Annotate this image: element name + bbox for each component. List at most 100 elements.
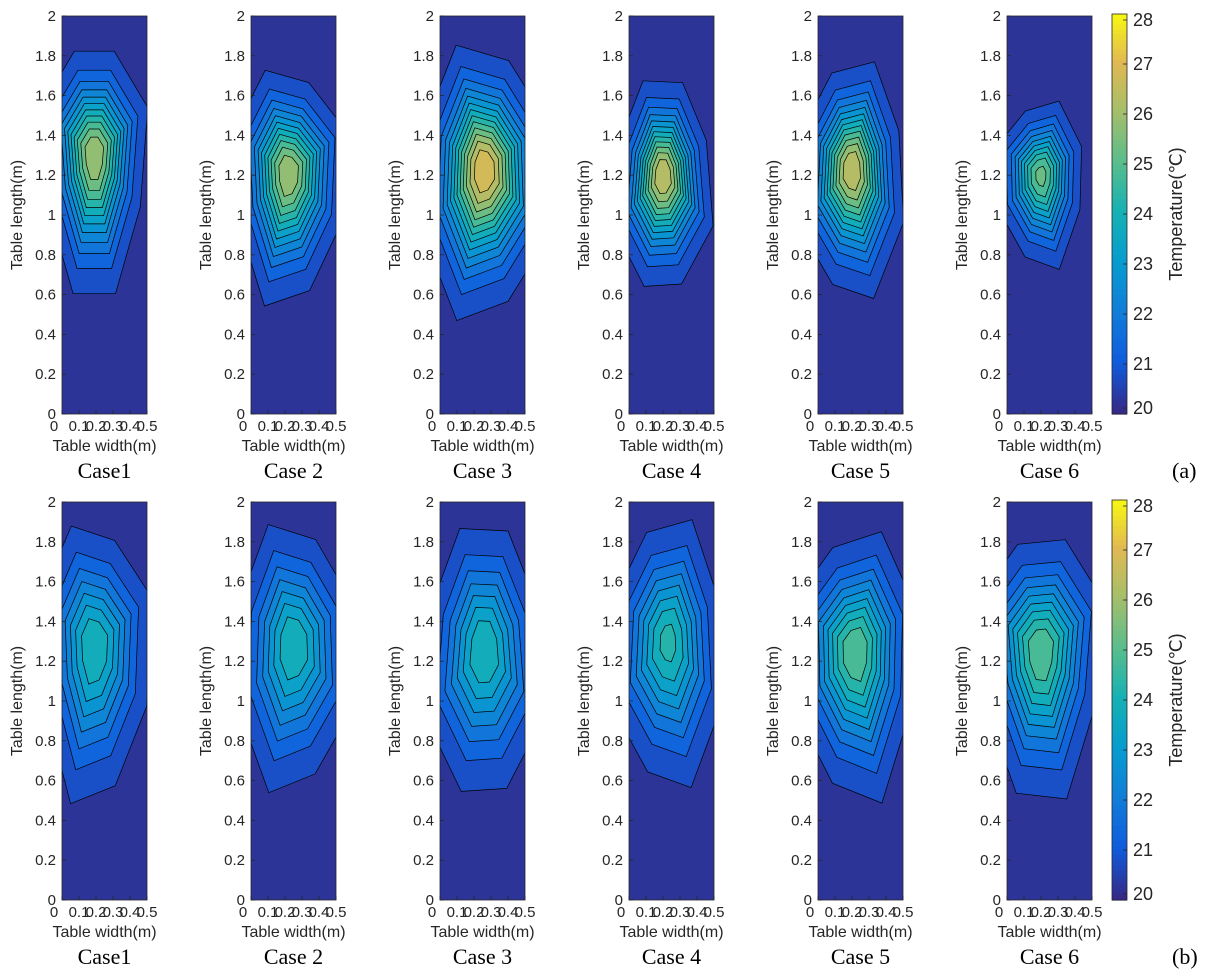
colorbar-segment [1112,409,1127,415]
x-tick-label: 0.3 [103,904,124,921]
y-tick-label: 1.2 [413,167,434,184]
colorbar-segment [1112,244,1127,250]
y-tick-label: 2 [804,494,812,511]
colorbar-segment [1112,500,1127,506]
x-tick-label: 0.4 [309,418,330,435]
x-tick-label: 0.5 [1082,418,1103,435]
colorbar-segment [1112,124,1127,130]
colorbar-segment [1112,795,1127,801]
y-tick-label: 1.2 [602,653,623,670]
colorbar-segment [1112,39,1127,45]
x-tick-label: 0.3 [859,418,880,435]
y-tick-label: 0.6 [791,287,812,304]
y-tick-label: 2 [615,8,623,25]
colorbar-segment [1112,209,1127,215]
colorbar-segment [1112,860,1127,866]
x-tick-label: 0.4 [687,418,708,435]
colorbar-segment [1112,835,1127,841]
colorbar-segment [1112,189,1127,195]
x-tick-label: 0.1 [69,904,90,921]
colorbar-tick-label: 20 [1133,884,1153,904]
y-tick-label: 1.2 [791,653,812,670]
colorbar-segment [1112,730,1127,736]
x-tick-label: 0.2 [275,418,296,435]
colorbar-segment [1112,99,1127,105]
x-tick-label: 0.5 [893,418,914,435]
y-tick-label: 1 [237,693,245,710]
x-axis-label: Table width(m) [619,924,723,941]
contour-level [1035,165,1047,187]
colorbar-segment [1112,540,1127,546]
contour-level [84,136,104,180]
colorbar-segment [1112,565,1127,571]
x-tick-label: 0.5 [1082,904,1103,921]
y-tick-label: 1.4 [602,127,623,144]
colorbar-segment [1112,299,1127,305]
x-tick-label: 0 [428,904,436,921]
colorbar-segment [1112,885,1127,891]
y-tick-label: 1.8 [224,48,245,65]
colorbar-segment [1112,725,1127,731]
y-tick-label: 0.6 [980,287,1001,304]
x-tick-label: 0.3 [292,418,313,435]
colorbar-segment [1112,640,1127,646]
contour-level [654,159,672,194]
case-title: Case 6 [1020,944,1079,969]
colorbar-segment [1112,354,1127,360]
y-tick-label: 1.6 [980,574,1001,591]
y-tick-label: 1 [48,693,56,710]
y-tick-label: 0 [804,406,812,423]
x-tick-label: 0.2 [1031,418,1052,435]
x-axis-label: Table width(m) [241,924,345,941]
y-tick-label: 2 [993,494,1001,511]
y-tick-label: 0.2 [791,366,812,383]
y-tick-label: 0 [237,406,245,423]
colorbar-segment [1112,259,1127,265]
x-tick-label: 0.2 [842,418,863,435]
colorbar-segment [1112,224,1127,230]
colorbar-segment [1112,44,1127,50]
x-axis-label: Table width(m) [997,438,1101,455]
x-tick-label: 0.4 [498,904,519,921]
y-tick-label: 0.2 [791,852,812,869]
x-tick-label: 0.4 [498,418,519,435]
y-tick-label: 0.8 [602,247,623,264]
x-tick-label: 0.1 [1014,904,1035,921]
contour-levels [62,50,147,295]
colorbar-segment [1112,810,1127,816]
x-tick-label: 0.3 [670,418,691,435]
contour-level [1027,628,1054,682]
colorbar-segment [1112,700,1127,706]
x-tick-label: 0.4 [120,904,141,921]
colorbar-tick-label: 24 [1133,204,1153,224]
y-tick-label: 0 [48,892,56,909]
y-tick-label: 0.4 [791,326,812,343]
colorbar-segment [1112,314,1127,320]
contour-panel: 0 0.10.20.30.40.500.20.40.60.811.21.41.61… [387,8,536,483]
case-title: Case 4 [642,944,701,969]
contour-panel: 0 0.10.20.30.40.500.20.40.60.811.21.41.61… [387,494,535,969]
colorbar-segment [1112,780,1127,786]
colorbar-segment [1112,740,1127,746]
colorbar-segment [1112,720,1127,726]
colorbar-segment [1112,800,1127,806]
x-tick-label: 0.1 [1014,418,1035,435]
y-tick-label: 1 [426,693,434,710]
colorbar-segment [1112,174,1127,180]
y-tick-label: 0.2 [224,366,245,383]
y-tick-label: 1.6 [224,574,245,591]
colorbar-segment [1112,109,1127,115]
x-tick-label: 0.4 [120,418,141,435]
colorbar-segment [1112,319,1127,325]
x-tick-label: 0.5 [515,418,536,435]
y-tick-label: 1.6 [791,574,812,591]
colorbar-segment [1112,505,1127,511]
y-tick-label: 0.2 [413,366,434,383]
y-tick-label: 2 [804,8,812,25]
y-axis-label: Table length(m) [387,646,404,756]
colorbar-segment [1112,219,1127,225]
y-axis-label: Table length(m) [576,646,593,756]
contour-levels [818,531,903,804]
x-tick-label: 0.4 [1065,904,1086,921]
colorbar-segment [1112,535,1127,541]
